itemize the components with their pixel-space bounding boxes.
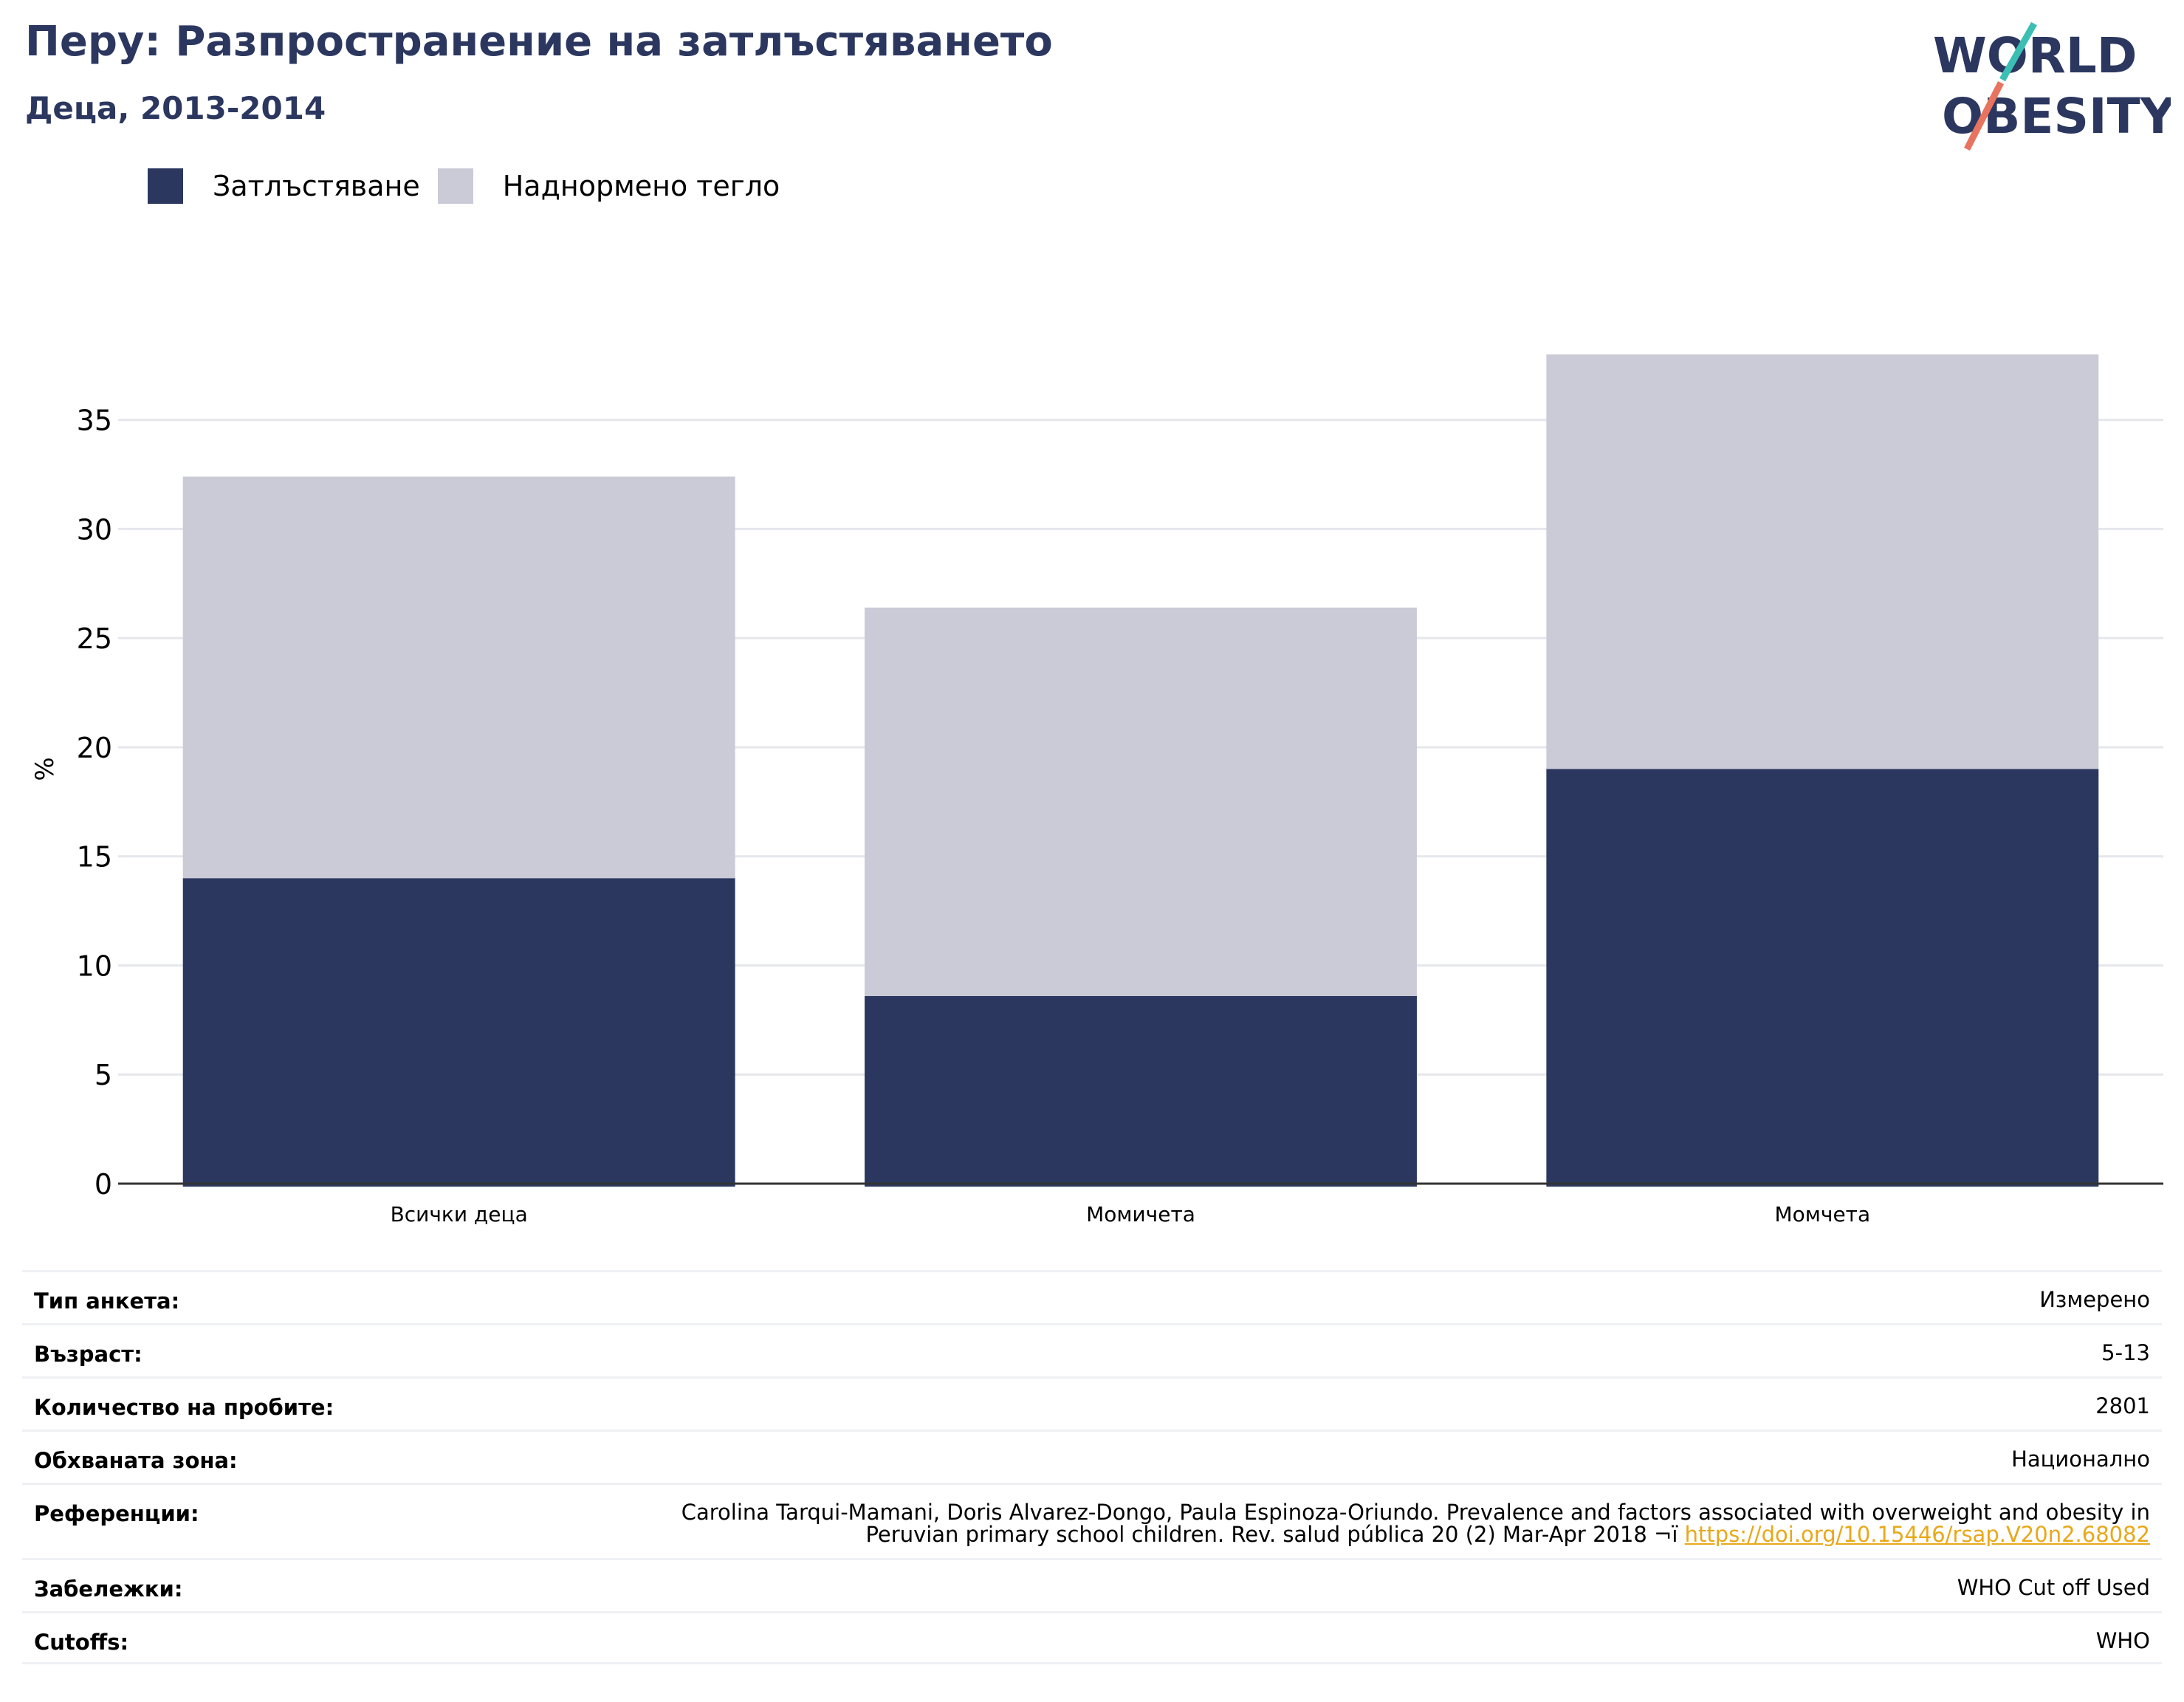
- bar-overweight[interactable]: [182, 476, 735, 879]
- info-row-notes: Забележки: WHO Cut off Used: [22, 1558, 2162, 1611]
- logo-slash-teal-icon: [1999, 22, 2037, 82]
- x-tick-label: Момичета: [1086, 1202, 1195, 1226]
- cutoffs-label: Cutoffs:: [34, 1630, 129, 1655]
- references-label: Референции:: [34, 1501, 199, 1526]
- references-text-line1: Carolina Tarqui-Mamani, Doris Alvarez-Do…: [681, 1500, 2150, 1525]
- info-row-cutoffs: Cutoffs: WHO: [22, 1611, 2162, 1664]
- sample-label: Количество на пробите:: [34, 1395, 334, 1420]
- page-subtitle: Деца, 2013-2014: [25, 90, 326, 126]
- age-label: Възраст:: [34, 1342, 142, 1367]
- chart-legend: Затлъстяване Наднормено тегло: [148, 168, 797, 204]
- y-axis-label: %: [30, 757, 60, 780]
- references-link[interactable]: https://doi.org/10.15446/rsap.V20n2.6808…: [1684, 1522, 2150, 1547]
- x-tick-label: Момчета: [1775, 1202, 1871, 1226]
- survey-type-value: Измерено: [2039, 1287, 2150, 1312]
- info-row-area: Обхваната зона: Национално: [22, 1430, 2162, 1483]
- legend-swatch-overweight: [437, 168, 473, 204]
- info-row-references: Референции: Carolina Tarqui-Mamani, Dori…: [22, 1483, 2162, 1558]
- notes-value: WHO Cut off Used: [1957, 1575, 2150, 1600]
- legend-label-obesity: Затлъстяване: [213, 170, 420, 202]
- area-value: Национално: [2011, 1447, 2150, 1472]
- y-tick-label: 35: [77, 405, 112, 437]
- logo-text-world: WORLD: [1933, 27, 2137, 84]
- logo-text-obesity: OBESITY: [1942, 88, 2171, 145]
- cutoffs-value: WHO: [2095, 1628, 2150, 1653]
- info-table: Тип анкета: Измерено Възраст: 5-13 Колич…: [22, 1270, 2162, 1664]
- x-tick-label: Всички деца: [391, 1202, 528, 1226]
- age-value: 5-13: [2101, 1340, 2150, 1365]
- legend-label-overweight: Наднормено тегло: [502, 170, 780, 202]
- logo-slash-coral-icon: [1963, 80, 2005, 151]
- area-label: Обхваната зона:: [34, 1448, 238, 1473]
- bar-obesity[interactable]: [182, 878, 735, 1187]
- notes-label: Забележки:: [34, 1576, 183, 1602]
- references-text-line2: Peruvian primary school children. Rev. s…: [865, 1522, 1685, 1547]
- y-tick-label: 30: [77, 513, 112, 546]
- bar-overweight[interactable]: [865, 607, 1417, 996]
- sample-value: 2801: [2095, 1393, 2150, 1418]
- info-row-survey-type: Тип анкета: Измерено: [22, 1270, 2162, 1323]
- info-row-age: Възраст: 5-13: [22, 1323, 2162, 1376]
- world-obesity-logo: WORLD OBESITY: [1933, 22, 2171, 151]
- legend-swatch-obesity: [148, 168, 183, 204]
- y-tick-label: 15: [77, 841, 112, 874]
- page-title: Перу: Разпространение на затлъстяването: [25, 18, 1053, 66]
- y-tick-label: 0: [95, 1168, 112, 1201]
- y-tick-label: 20: [77, 732, 112, 764]
- survey-type-label: Тип анкета:: [34, 1288, 180, 1314]
- info-row-sample: Количество на пробите: 2801: [22, 1376, 2162, 1430]
- bar-overweight[interactable]: [1546, 354, 2099, 769]
- references-value: Carolina Tarqui-Mamani, Doris Alvarez-Do…: [681, 1501, 2150, 1545]
- bar-chart: 0 5 10 15 20 25 30 35% Всички деца Момичета Момчет…: [30, 354, 2163, 1226]
- legend-item-obesity[interactable]: Затлъстяване: [148, 168, 420, 204]
- y-tick-label: 10: [77, 950, 112, 982]
- legend-item-overweight[interactable]: Наднормено тегло: [437, 168, 780, 204]
- y-tick-label: 5: [95, 1059, 112, 1091]
- bar-obesity[interactable]: [1546, 769, 2099, 1187]
- bar-obesity[interactable]: [865, 995, 1417, 1187]
- y-tick-label: 25: [77, 622, 112, 655]
